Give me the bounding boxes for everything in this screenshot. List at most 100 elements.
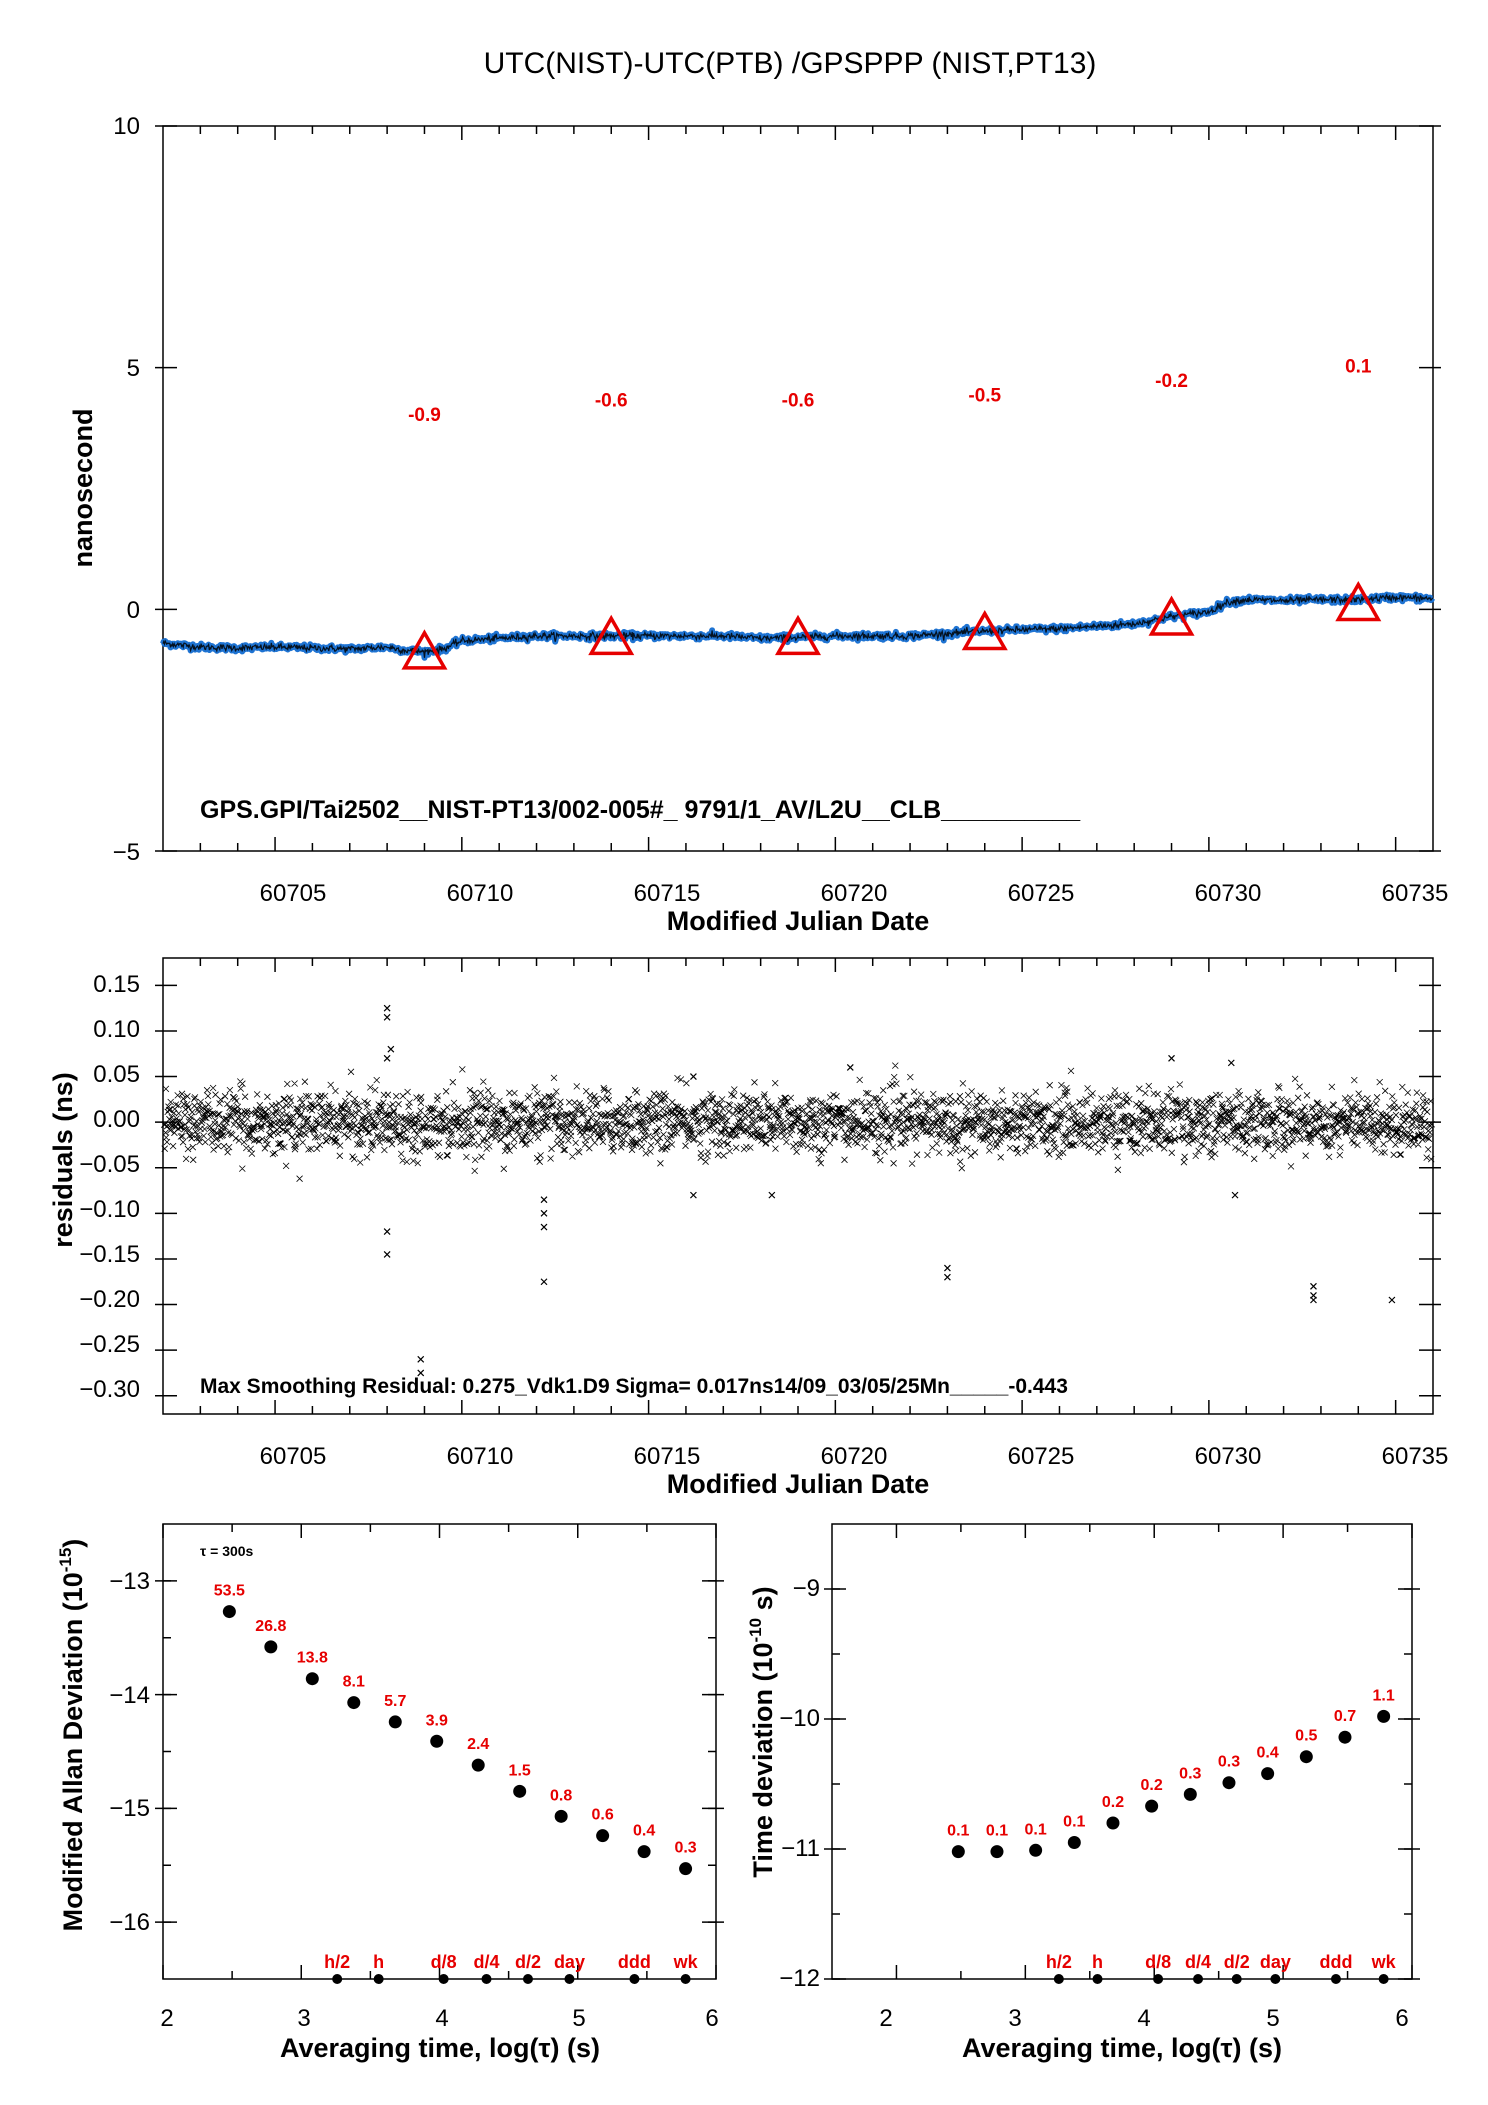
mdev-span-label: day	[554, 1952, 585, 1972]
residuals-outlier	[540, 1223, 548, 1231]
mdev-span-label: wk	[673, 1952, 699, 1972]
mdev-span-label: ddd	[618, 1952, 651, 1972]
mdev-point-label: 26.8	[255, 1618, 286, 1635]
residuals-outlier	[383, 1228, 391, 1236]
tdev-span-label: day	[1260, 1952, 1291, 1972]
residuals-ytick-1: 0.10	[93, 1016, 140, 1043]
tdev-point-label: 1.1	[1373, 1687, 1395, 1704]
residuals-ytick-6: −0.15	[79, 1241, 140, 1268]
tdev-ytick-0: −9	[793, 1575, 820, 1602]
tdev-point	[1029, 1843, 1043, 1857]
residuals-note: Max Smoothing Residual: 0.275_Vdk1.D9 Si…	[200, 1375, 1068, 1398]
tdev-points: 0.1 0.1 0.1 0.1 0.2 0.2 0.3 0.3 0.4 0.5 0.7 1.1 h/2 h…	[947, 1687, 1397, 1984]
offset-marker-triangle	[401, 629, 448, 670]
mdev-span-marker	[332, 1974, 343, 1984]
tdev-panel: 0.1 0.1 0.1 0.1 0.2 0.2 0.3 0.3 0.4 0.5 0.7 1.1 h/2 h…	[746, 1523, 1420, 2063]
mdev-span-label: d/4	[473, 1952, 499, 1972]
residuals-xtick-1: 60710	[447, 1443, 514, 1470]
tdev-span-label: ddd	[1319, 1952, 1352, 1972]
mdev-span-marker	[481, 1974, 492, 1984]
mdev-point-label: 8.1	[343, 1674, 365, 1691]
mdev-point	[554, 1809, 568, 1823]
offset-ytick-3: −5	[113, 839, 140, 866]
residuals-ytick-7: −0.20	[79, 1286, 140, 1313]
residuals-outlier	[1231, 1191, 1239, 1199]
mdev-point-label: 13.8	[297, 1650, 328, 1667]
tdev-span-marker	[1153, 1974, 1164, 1984]
mdev-xtick-0: 2	[160, 2005, 173, 2032]
mdev-ytick-0: −13	[109, 1568, 150, 1595]
residuals-panel: 60705 60710 60715 60720 60725 60730 6073…	[48, 957, 1448, 1499]
tdev-point	[1377, 1709, 1391, 1723]
mdev-span-marker	[564, 1974, 575, 1984]
mdev-point	[305, 1672, 319, 1686]
tdev-span-label: d/8	[1145, 1952, 1171, 1972]
mdev-xtick-1: 3	[297, 2005, 310, 2032]
residuals-outlier	[1168, 1054, 1175, 1062]
tdev-point	[1106, 1816, 1120, 1830]
page-title: UTC(NIST)-UTC(PTB) /GPSPPP (NIST,PT13)	[484, 47, 1097, 80]
tdev-point-label: 0.1	[947, 1823, 969, 1840]
offset-markers: -0.9 -0.6 -0.6 -0.5 -0.2 0.1	[401, 357, 1382, 670]
mdev-xtick-4: 6	[705, 2005, 718, 2032]
residuals-xtick-4: 60725	[1008, 1443, 1075, 1470]
tdev-span-label: wk	[1371, 1952, 1397, 1972]
offset-marker-label: -0.6	[782, 390, 815, 411]
offset-marker-triangle	[961, 609, 1008, 651]
mdev-point	[471, 1758, 485, 1772]
mdev-point	[388, 1715, 402, 1729]
offset-series-trace	[162, 592, 1434, 658]
mdev-point-label: 0.3	[674, 1840, 696, 1857]
residuals-outlier	[417, 1369, 425, 1377]
tdev-point-label: 0.4	[1257, 1745, 1279, 1762]
offset-xtick-4: 60725	[1008, 880, 1075, 907]
residuals-outlier	[768, 1191, 776, 1199]
residuals-outlier	[540, 1209, 548, 1217]
offset-ticks	[155, 125, 1441, 852]
residuals-xtick-2: 60715	[634, 1443, 701, 1470]
mdev-point	[637, 1845, 651, 1859]
offset-marker-label: -0.5	[968, 386, 1001, 407]
tdev-span-label: h/2	[1046, 1952, 1072, 1972]
tdev-x-axis-label: Averaging time, log(τ) (s)	[962, 2033, 1282, 2063]
residuals-ytick-2: 0.05	[93, 1061, 140, 1088]
tdev-span-marker	[1270, 1974, 1281, 1984]
tdev-point	[1067, 1836, 1081, 1849]
mdev-ticks	[155, 1524, 724, 1979]
residuals-outlier	[383, 1054, 391, 1062]
offset-marker-triangle	[588, 614, 635, 656]
tdev-point-label: 0.1	[986, 1823, 1008, 1840]
residuals-outlier	[1310, 1296, 1317, 1304]
tdev-point-label: 0.2	[1102, 1794, 1124, 1811]
offset-marker-label: -0.2	[1155, 371, 1188, 392]
mdev-point-label: 3.9	[426, 1712, 448, 1729]
residuals-outlier	[540, 1196, 548, 1204]
mdev-points: 53.5 26.8 13.8 8.1 5.7 3.9 2.4 1.5 0.8 0.6 0.4 0.3 h…	[214, 1583, 699, 1984]
offset-series-line	[160, 591, 1436, 661]
tdev-span-marker	[1231, 1974, 1242, 1984]
residuals-ytick-0: 0.15	[93, 971, 140, 998]
tdev-ytick-3: −12	[779, 1965, 820, 1992]
tdev-y-axis-label: Time deviation (10-10 s)	[746, 1586, 778, 1877]
tdev-span-label: d/4	[1185, 1952, 1211, 1972]
offset-xtick-3: 60720	[821, 880, 888, 907]
mdev-point	[596, 1829, 610, 1843]
residuals-outlier	[943, 1264, 951, 1272]
offset-xtick-5: 60730	[1195, 880, 1262, 907]
residuals-outlier	[1227, 1059, 1235, 1067]
offset-xtick-1: 60710	[447, 880, 514, 907]
tdev-point-label: 0.7	[1334, 1708, 1356, 1725]
residuals-points	[160, 1004, 1435, 1377]
mdev-point	[264, 1640, 278, 1654]
residuals-outlier	[689, 1191, 697, 1199]
tdev-ytick-1: −10	[779, 1705, 820, 1732]
tdev-point	[1222, 1776, 1236, 1790]
mdev-span-marker	[680, 1974, 691, 1984]
offset-note: GPS.GPI/Tai2502__NIST-PT13/002-005#_ 979…	[200, 796, 1081, 824]
mdev-plot-frame	[162, 1523, 717, 1980]
tdev-span-marker	[1193, 1974, 1204, 1984]
tdev-xtick-0: 2	[879, 2005, 892, 2032]
residuals-ytick-3: 0.00	[93, 1106, 140, 1133]
residuals-outlier	[689, 1073, 697, 1080]
residuals-outlier	[383, 1013, 391, 1021]
